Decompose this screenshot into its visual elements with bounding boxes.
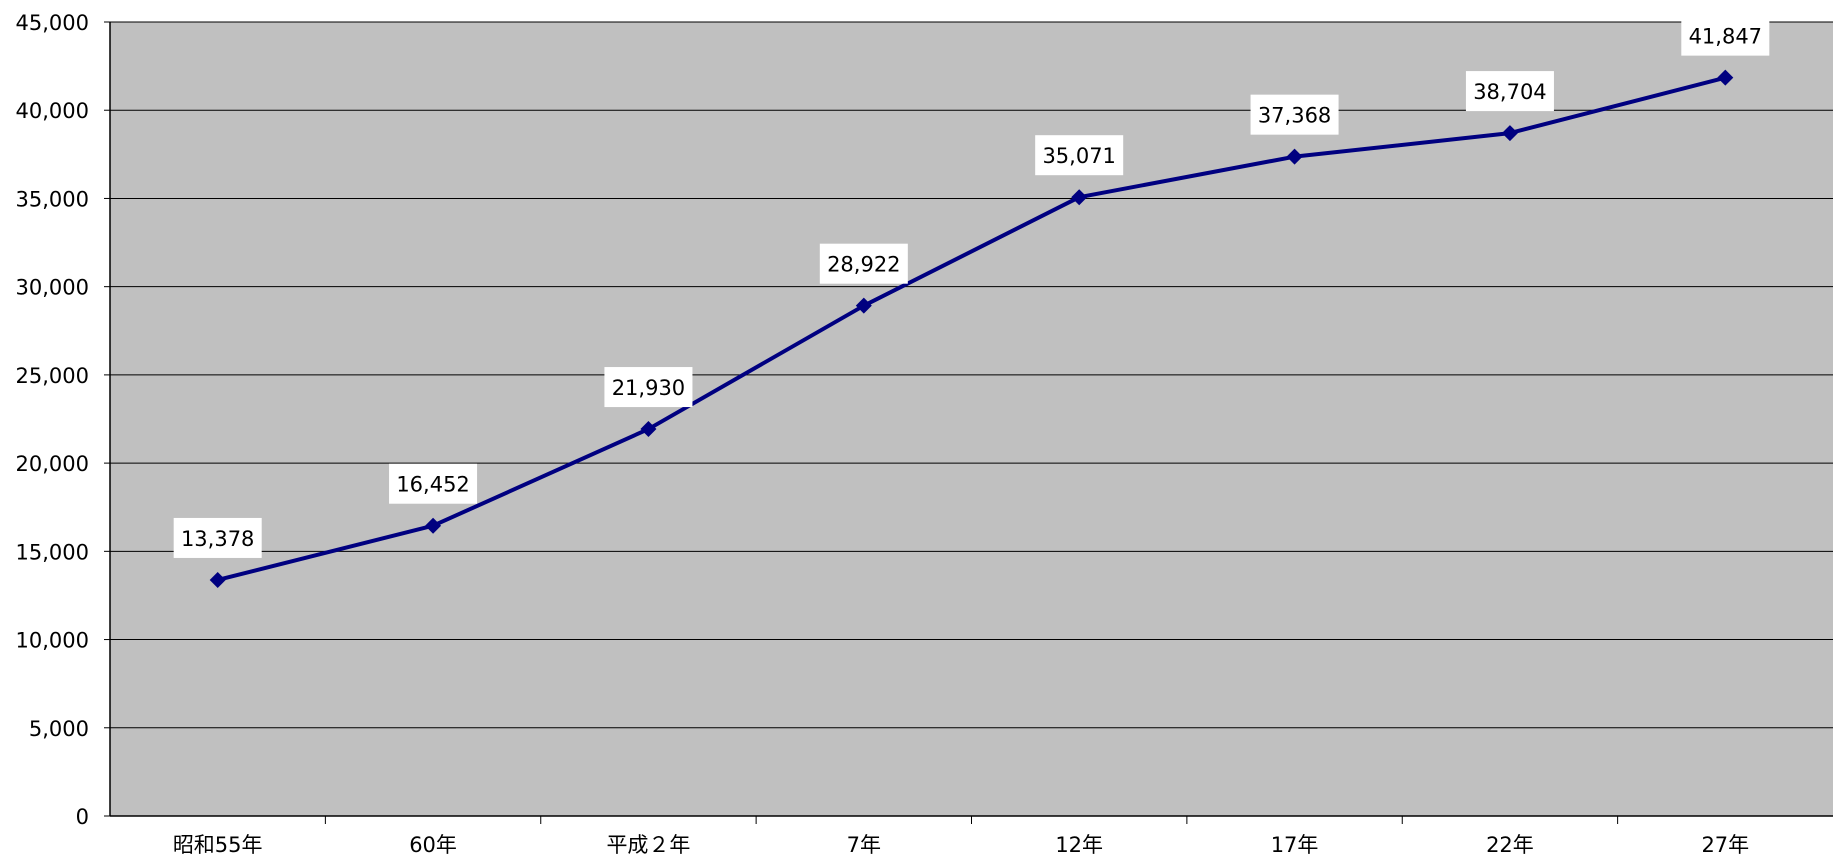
data-label: 13,378 <box>181 527 254 551</box>
data-label: 28,922 <box>827 253 900 277</box>
series-line <box>217 75 1726 582</box>
data-label-box <box>1465 71 1554 112</box>
data-labels: 13,378 16,452 21,930 28,922 35,071 37,368 38,7… <box>173 15 1770 558</box>
data-label: 37,368 <box>1258 104 1331 128</box>
y-tick-label: 15,000 <box>16 540 89 564</box>
x-tick-label: 昭和55年 <box>173 833 263 857</box>
data-label-box <box>604 367 693 408</box>
y-tick-label: 40,000 <box>16 99 89 123</box>
data-point-marker <box>209 571 226 588</box>
y-tick-label: 5,000 <box>29 717 89 741</box>
x-tick-label: 22年 <box>1486 833 1534 857</box>
x-tick-label: 平成２年 <box>606 833 690 857</box>
y-tick-label: 0 <box>76 805 89 829</box>
x-tick-label: 12年 <box>1055 833 1103 857</box>
data-point-marker <box>1286 148 1303 165</box>
data-point-marker <box>640 421 657 438</box>
gridlines <box>110 21 1833 729</box>
data-label-box <box>173 517 262 558</box>
data-label: 38,704 <box>1473 80 1546 104</box>
y-tick-label: 10,000 <box>16 629 89 653</box>
x-tick-label: 17年 <box>1271 833 1319 857</box>
y-tick-label: 20,000 <box>16 452 89 476</box>
data-label-box <box>1035 135 1124 176</box>
data-label-box <box>819 243 908 284</box>
y-tick-label: 25,000 <box>16 364 89 388</box>
y-tick-label: 30,000 <box>16 276 89 300</box>
y-axis-ticks: 0 5,000 10,000 15,000 20,000 25,000 30,000 35,0… <box>16 11 110 829</box>
x-tick-label: 7年 <box>847 833 881 857</box>
y-tick-label: 45,000 <box>16 11 89 35</box>
data-label-box <box>389 463 478 504</box>
data-label: 21,930 <box>612 376 685 400</box>
data-label: 41,847 <box>1689 25 1762 49</box>
data-point-marker <box>425 517 442 534</box>
y-tick-label: 35,000 <box>16 187 89 211</box>
data-point-marker <box>855 297 872 314</box>
data-point-marker <box>1071 189 1088 206</box>
data-label-box <box>1681 15 1770 56</box>
data-point-marker <box>1501 125 1518 142</box>
x-tick-label: 27年 <box>1701 833 1749 857</box>
data-label: 16,452 <box>396 473 469 497</box>
data-point-marker <box>1717 69 1734 86</box>
x-tick-label: 60年 <box>409 833 457 857</box>
data-label: 35,071 <box>1042 144 1115 168</box>
plot-area <box>110 22 1833 816</box>
x-axis-ticks: 昭和55年 60年 平成２年 7年 12年 17年 22年 27年 <box>173 816 1749 857</box>
series-group <box>209 69 1734 588</box>
data-label-box <box>1250 94 1339 135</box>
